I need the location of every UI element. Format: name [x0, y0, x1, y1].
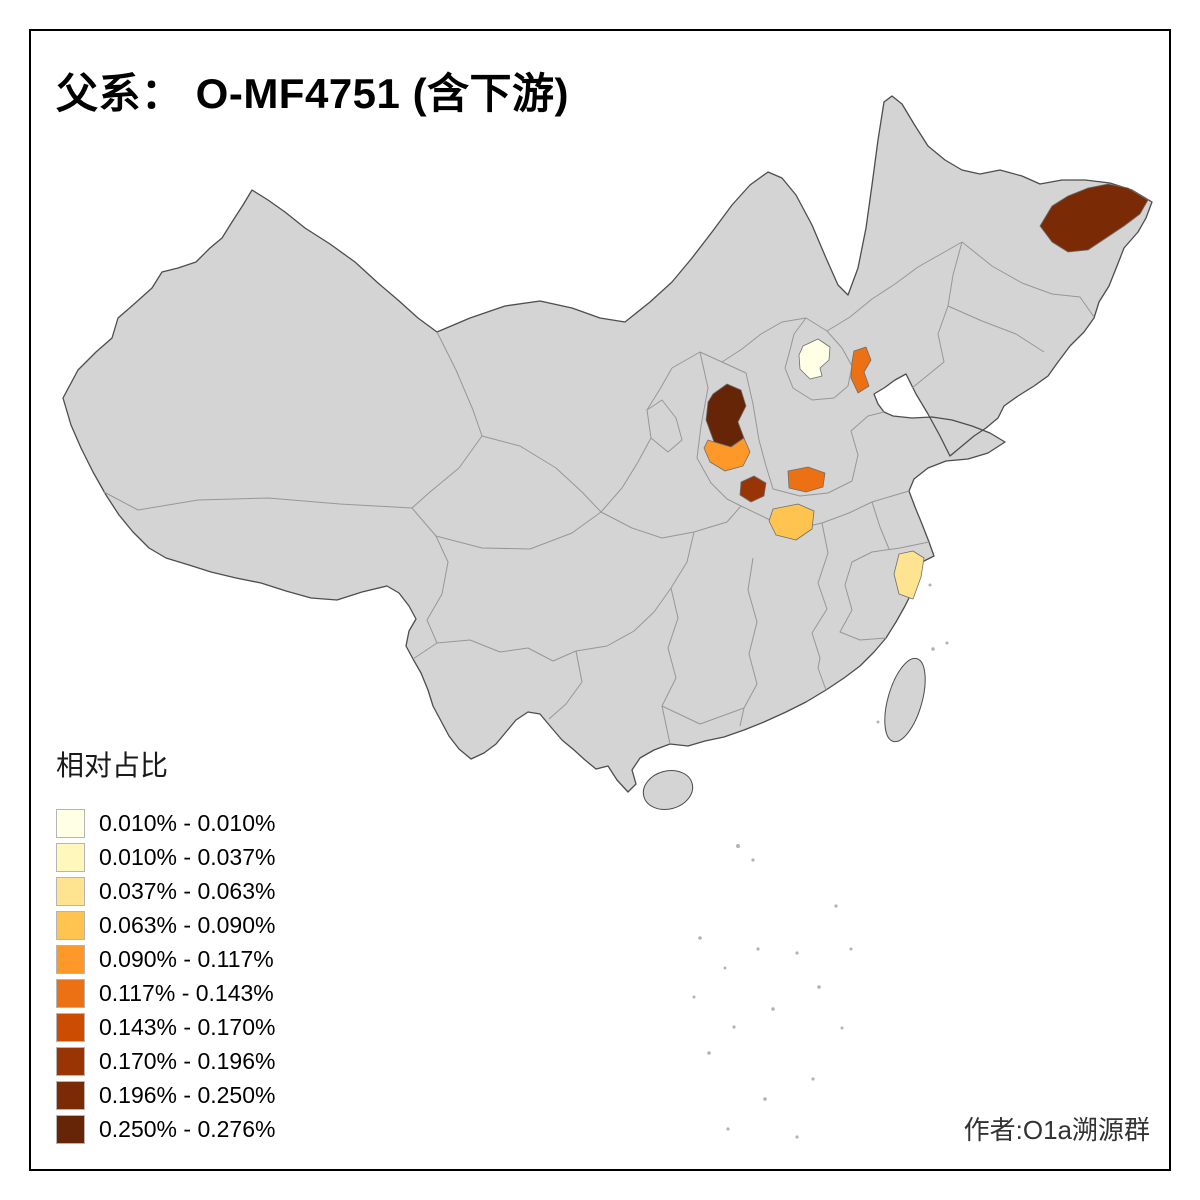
legend-swatch: [56, 1080, 85, 1110]
legend-swatch: [56, 842, 85, 872]
legend-label: 0.117% - 0.143%: [99, 979, 274, 1006]
legend-item: 0.063% - 0.090%: [56, 908, 275, 942]
legend-item: 0.090% - 0.117%: [56, 942, 275, 976]
legend-item: 0.250% - 0.276%: [56, 1112, 275, 1146]
legend: 相对占比 0.010% - 0.010% 0.010% - 0.037% 0.0…: [56, 744, 275, 1146]
legend-label: 0.170% - 0.196%: [99, 1047, 276, 1074]
region-tianjin: [850, 346, 872, 394]
legend-swatch: [56, 978, 85, 1008]
province-borders: [103, 241, 1095, 745]
legend-swatch: [56, 808, 85, 838]
legend-swatch: [56, 944, 85, 974]
legend-item: 0.010% - 0.037%: [56, 840, 275, 874]
legend-item: 0.117% - 0.143%: [56, 976, 275, 1010]
region-henan-central: [768, 503, 815, 541]
legend-swatch: [56, 1114, 85, 1144]
china-mainland-outline: [62, 95, 1153, 793]
hainan-island: [642, 770, 694, 810]
taiwan-island: [884, 657, 926, 743]
highlighted-regions: [703, 183, 1149, 600]
legend-swatch: [56, 910, 85, 940]
legend-swatch: [56, 1046, 85, 1076]
region-heilongjiang-northeast: [1039, 183, 1149, 253]
region-henan-north: [787, 466, 826, 493]
legend-label: 0.250% - 0.276%: [99, 1115, 276, 1142]
south-china-sea-islands: [692, 583, 949, 1139]
legend-label: 0.143% - 0.170%: [99, 1013, 276, 1040]
legend-item: 0.170% - 0.196%: [56, 1044, 275, 1078]
region-zhejiang-north: [893, 550, 925, 600]
legend-label: 0.090% - 0.117%: [99, 945, 274, 972]
legend-item: 0.037% - 0.063%: [56, 874, 275, 908]
legend-item: 0.196% - 0.250%: [56, 1078, 275, 1112]
legend-label: 0.010% - 0.037%: [99, 843, 276, 870]
legend-label: 0.037% - 0.063%: [99, 877, 276, 904]
region-shanxi-southwest: [739, 475, 767, 503]
legend-item: 0.143% - 0.170%: [56, 1010, 275, 1044]
legend-label: 0.063% - 0.090%: [99, 911, 276, 938]
region-shanxi-central: [703, 437, 751, 472]
legend-swatch: [56, 1012, 85, 1042]
legend-title: 相对占比: [56, 750, 169, 781]
region-beijing: [798, 338, 831, 380]
legend-swatch: [56, 876, 85, 906]
legend-label: 0.196% - 0.250%: [99, 1081, 276, 1108]
legend-label: 0.010% - 0.010%: [99, 809, 276, 836]
figure-title: 父系： O-MF4751 (含下游): [56, 70, 570, 117]
legend-item: 0.010% - 0.010%: [56, 806, 275, 840]
author-credit: 作者:O1a溯源群: [963, 1115, 1150, 1145]
